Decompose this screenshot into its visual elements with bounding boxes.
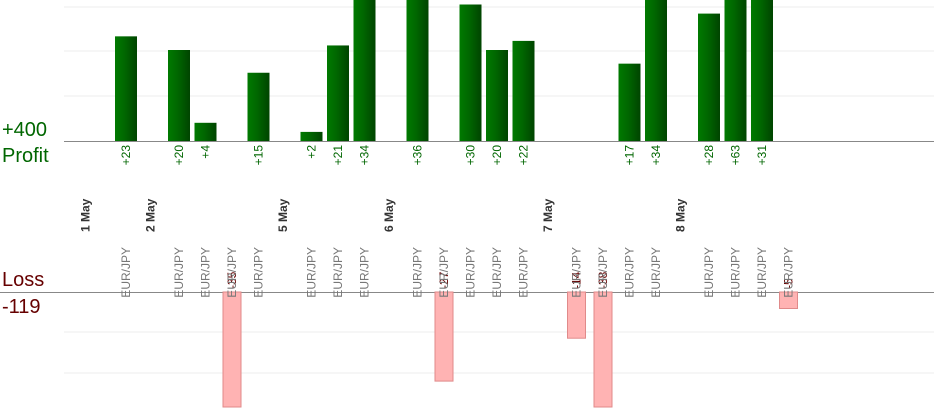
pair-label: EUR/JPY (252, 247, 266, 298)
loss-value-label: -35 (225, 271, 239, 289)
profit-value-label: +4 (199, 145, 213, 159)
loss-total: -119 (2, 296, 41, 318)
profit-value-label: +34 (358, 145, 372, 166)
pair-label: EUR/JPY (596, 247, 610, 298)
pair-label: EUR/JPY (411, 247, 425, 298)
pair-label: EUR/JPY (199, 247, 213, 298)
pair-label: EUR/JPY (331, 247, 345, 298)
profit-value-label: +63 (729, 145, 743, 166)
profit-value-label: +36 (411, 145, 425, 166)
pair-label: EUR/JPY (782, 247, 796, 298)
profit-bar[interactable] (724, 0, 747, 141)
pair-label: EUR/JPY (649, 247, 663, 298)
loss-value-label: -14 (570, 271, 584, 289)
loss-bar[interactable] (434, 291, 454, 382)
profit-bar[interactable] (194, 122, 217, 141)
date-label: 8 May (674, 198, 688, 232)
pair-label: EUR/JPY (702, 247, 716, 298)
date-label: 2 May (144, 198, 158, 232)
profit-value-label: +17 (623, 145, 637, 166)
profit-value-label: +15 (252, 145, 266, 166)
profit-value-label: +22 (517, 145, 531, 166)
date-label: 5 May (276, 198, 290, 232)
profit-bar[interactable] (618, 63, 641, 141)
bars (115, 0, 798, 408)
pair-label: EUR/JPY (729, 247, 743, 298)
profit-bar[interactable] (327, 45, 349, 142)
profit-bar[interactable] (115, 36, 137, 141)
profit-value-label: +34 (649, 145, 663, 166)
profit-bar[interactable] (459, 4, 482, 142)
pair-label: EUR/JPY (119, 247, 133, 298)
profit-value-label: +23 (119, 145, 133, 166)
loss-bar[interactable] (779, 291, 798, 309)
pair-label: EUR/JPY (464, 247, 478, 298)
profit-bar[interactable] (300, 131, 323, 141)
profit-bar[interactable] (751, 0, 773, 141)
profit-bar[interactable] (168, 50, 190, 141)
pair-label: EUR/JPY (570, 247, 584, 298)
profit-value-label: +28 (702, 145, 716, 166)
loss-label: Loss (2, 269, 45, 291)
profit-value-label: +20 (172, 145, 186, 166)
profit-value-label: +30 (464, 145, 478, 166)
profit-bar[interactable] (486, 50, 508, 141)
pair-label: EUR/JPY (755, 247, 769, 298)
loss-value-label: -38 (596, 271, 610, 289)
profit-bar[interactable] (645, 0, 667, 141)
pair-label: EUR/JPY (437, 247, 451, 298)
date-label: 1 May (79, 198, 93, 232)
loss-value-label: -5 (782, 278, 796, 289)
date-label: 6 May (382, 198, 396, 232)
pair-label: EUR/JPY (305, 247, 319, 298)
date-label: 7 May (541, 198, 555, 232)
pair-label: EUR/JPY (358, 247, 372, 298)
pair-label: EUR/JPY (623, 247, 637, 298)
pair-label: EUR/JPY (172, 247, 186, 298)
pair-label: EUR/JPY (490, 247, 504, 298)
profit-value-label: +31 (755, 145, 769, 166)
profit-total: +400 (2, 119, 48, 141)
loss-bar[interactable] (222, 291, 242, 408)
profit-bar[interactable] (247, 72, 270, 141)
loss-value-label: -27 (437, 271, 451, 289)
loss-bar[interactable] (593, 291, 613, 408)
pair-label: EUR/JPY (225, 247, 239, 298)
profit-bar[interactable] (512, 40, 535, 141)
profit-bar[interactable] (353, 0, 376, 141)
profit-bar[interactable] (406, 0, 429, 141)
profit-value-label: +21 (331, 145, 345, 166)
loss-bar[interactable] (567, 291, 586, 339)
profit-value-label: +20 (490, 145, 504, 166)
profit-value-label: +2 (305, 145, 319, 159)
profit-bar[interactable] (698, 13, 720, 142)
profit-label: Profit (2, 145, 49, 167)
pair-label: EUR/JPY (517, 247, 531, 298)
